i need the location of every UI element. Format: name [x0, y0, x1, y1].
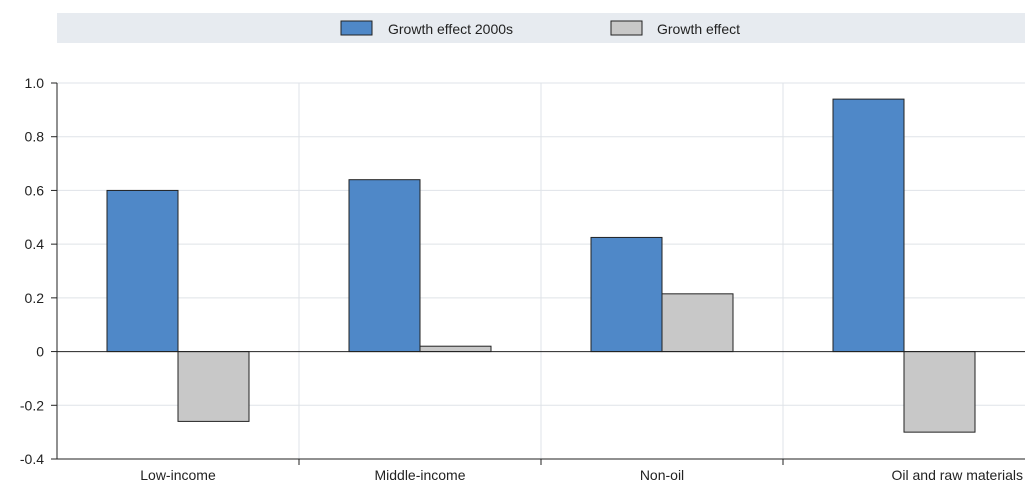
bar-series-1-non-oil [590, 236, 663, 353]
y-tick-label: 1.0 [25, 75, 45, 91]
x-category-label: Low-income [140, 467, 216, 483]
bar-series-2-non-oil [661, 293, 734, 353]
y-tick-label: -0.2 [20, 397, 44, 413]
x-category-label: Non-oil [640, 467, 684, 483]
bar-series-2-middle-income [419, 345, 492, 353]
legend-label-series-1: Growth effect 2000s [388, 21, 513, 37]
bar-series-2-oil-and-raw-materials [903, 351, 976, 433]
bar-series-1-oil-and-raw-materials [832, 98, 905, 353]
y-tick-labels: 1.0 0.8 0.6 0.4 0.2 0 -0.2 -0.4 [20, 75, 44, 467]
y-tick-label: 0.4 [25, 236, 45, 252]
bar-series-1-middle-income [348, 179, 421, 353]
legend-band [57, 13, 1025, 43]
legend: Growth effect 2000s Growth effect [340, 20, 740, 37]
y-tick-label: 0 [36, 344, 44, 360]
bars [106, 98, 976, 433]
legend-swatch-series-2 [610, 20, 643, 36]
x-category-label: Middle-income [374, 467, 465, 483]
axes [51, 82, 1025, 465]
y-tick-label: -0.4 [20, 451, 44, 467]
bar-series-2-low-income [177, 351, 250, 422]
legend-swatch-series-1 [340, 20, 373, 36]
x-category-label: Oil and raw materials [892, 467, 1024, 483]
bar-series-1-low-income [106, 189, 179, 353]
y-tick-label: 0.8 [25, 129, 45, 145]
y-tick-label: 0.6 [25, 182, 45, 198]
x-category-labels: Low-income Middle-income Non-oil Oil and ra… [140, 467, 1023, 483]
y-tick-label: 0.2 [25, 290, 45, 306]
legend-label-series-2: Growth effect [657, 21, 740, 37]
